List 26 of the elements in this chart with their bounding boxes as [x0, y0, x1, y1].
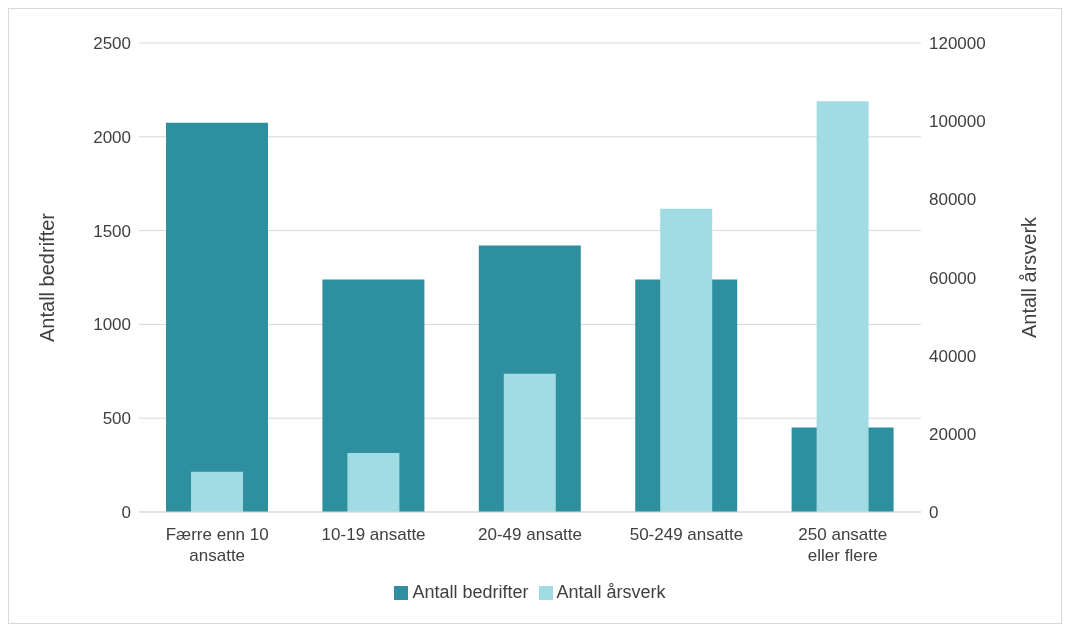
legend-label: Antall årsverk [556, 582, 666, 602]
x-tick-label: 50-249 ansatte [629, 525, 744, 544]
y-tick-label: 1500 [93, 221, 131, 241]
y2-tick-label: 0 [929, 503, 939, 523]
y-tick-label: 500 [102, 409, 131, 429]
x-tick-label: 250 ansatte eller flere [798, 525, 888, 565]
y-tick-label: 1000 [93, 315, 131, 335]
y-tick-label: 2000 [93, 127, 131, 147]
bar [503, 373, 556, 512]
y-tick-label: 2500 [93, 34, 131, 54]
y2-tick-label: 20000 [929, 424, 977, 444]
legend-label: Antall bedrifter [412, 582, 529, 602]
bar [166, 122, 268, 512]
y2-tick-label: 100000 [929, 112, 986, 132]
x-tick-label: 10-19 ansatte [321, 525, 426, 544]
bar [191, 471, 243, 512]
y2-axis-title: Antall årsverk [1018, 215, 1041, 339]
y2-tick-label: 120000 [929, 34, 986, 54]
y2-tick-label: 40000 [929, 346, 977, 366]
y2-tick-label: 80000 [929, 190, 977, 210]
y-tick-label: 0 [121, 503, 131, 523]
y-axis-title: Antall bedrifter [36, 212, 59, 342]
bar [347, 452, 400, 512]
x-tick-label: 20-49 ansatte [478, 525, 582, 544]
y2-tick-label: 60000 [929, 268, 977, 288]
x-tick-label: Færre enn 10 ansatte [165, 525, 269, 565]
